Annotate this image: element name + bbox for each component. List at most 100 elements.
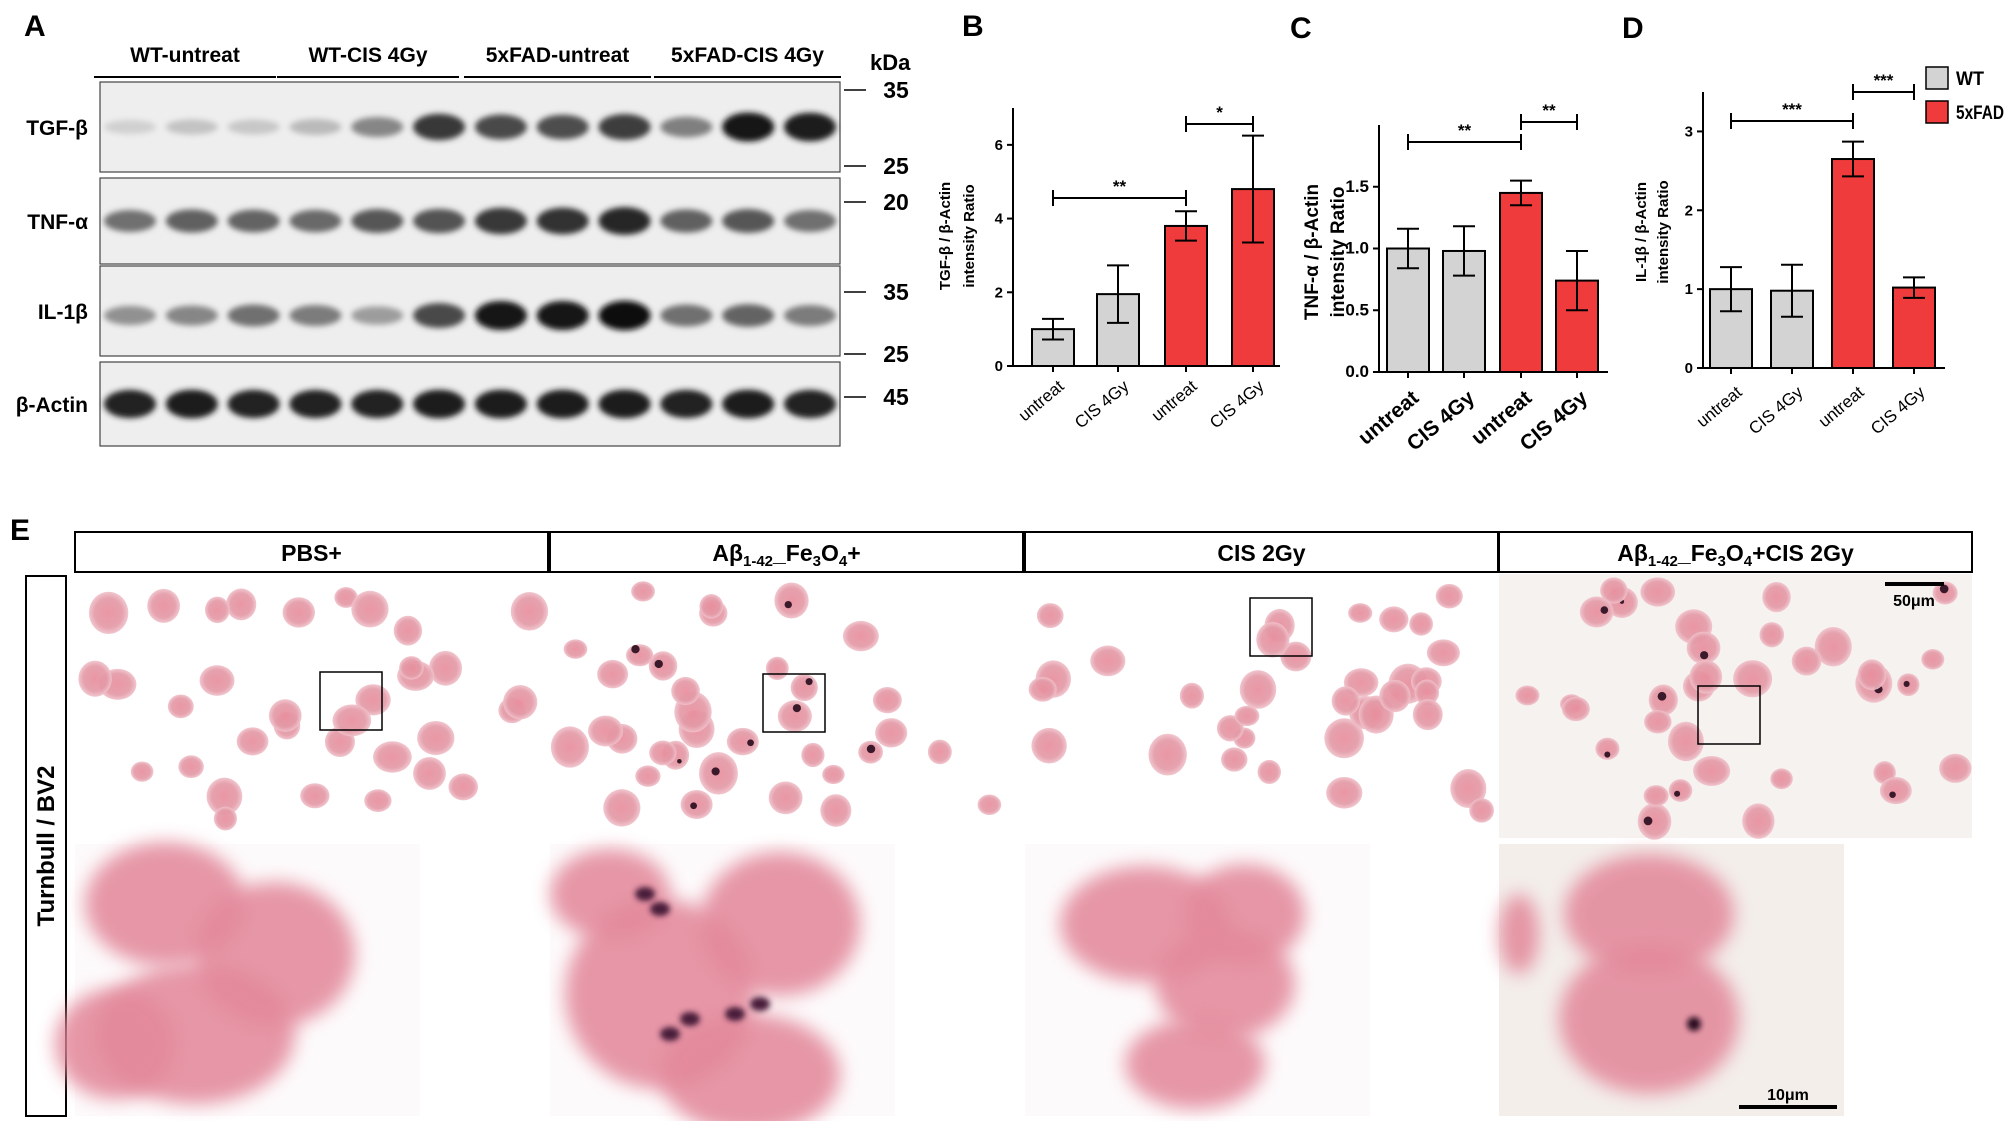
- y-tick-label: 6: [995, 137, 1003, 154]
- cell: [1331, 686, 1361, 716]
- cell: [550, 726, 589, 768]
- microscopy-title: Aβ1-42_Fe3O4+CIS 2Gy: [1617, 540, 1854, 570]
- cell: [334, 587, 358, 608]
- cell: [1879, 777, 1912, 805]
- blot-band: [598, 300, 651, 331]
- blot-row-label: β-Actin: [16, 394, 88, 417]
- iron-deposit: [747, 739, 754, 747]
- zoomed-cell: [660, 1014, 840, 1121]
- zoom-box: [1249, 597, 1313, 657]
- iron-deposit: [711, 767, 720, 776]
- cell: [768, 781, 803, 815]
- cell: [204, 596, 230, 624]
- x-tick-label: untreat: [1693, 382, 1746, 431]
- significance-label: ***: [1782, 100, 1802, 119]
- blot-band: [227, 389, 280, 419]
- blot-row-frame: [99, 177, 841, 265]
- cell: [1791, 646, 1822, 676]
- iron-deposit: [1600, 606, 1609, 614]
- iron-deposit: [866, 744, 876, 754]
- blot-group-label: WT-CIS 4Gy: [308, 44, 427, 67]
- blot-band: [413, 389, 466, 419]
- blot-band: [660, 304, 713, 327]
- cell: [1762, 581, 1791, 613]
- cell: [777, 700, 812, 733]
- y-tick-label: 0.5: [1345, 300, 1369, 319]
- cell: [875, 718, 908, 748]
- cell: [1179, 682, 1204, 709]
- cell: [1814, 627, 1852, 667]
- cell: [635, 765, 661, 787]
- y-tick-label: 4: [995, 211, 1004, 228]
- cell: [977, 794, 1002, 815]
- iron-deposit: [1674, 790, 1681, 797]
- blot-band: [598, 389, 651, 419]
- microscopy-column: Aβ1-42_Fe3O4+CIS 2Gy 50μm 10μm: [1498, 531, 1973, 1116]
- blot-band: [104, 210, 156, 232]
- cell: [1689, 660, 1723, 694]
- x-tick-label: untreat: [1015, 376, 1068, 425]
- iron-deposit: [631, 645, 640, 654]
- blot-band: [536, 114, 589, 140]
- microscopy-title: CIS 2Gy: [1217, 540, 1305, 566]
- scale-bar-top-label: 50μm: [1893, 593, 1935, 610]
- blot-band: [351, 209, 404, 233]
- blot-band: [165, 119, 218, 135]
- y-tick-label: 2: [995, 284, 1003, 301]
- microscopy-images: PBS+ Aβ1-42_Fe3O4+ CIS 2Gy Aβ1-42_Fe3O4+CIS…: [55, 531, 1973, 1121]
- blot-band: [598, 113, 651, 141]
- blot-marker-label: 35: [883, 279, 909, 305]
- cell: [1450, 769, 1487, 808]
- cell: [1667, 721, 1704, 762]
- cell: [332, 704, 372, 737]
- iron-deposit: [1889, 791, 1896, 798]
- cell: [130, 761, 154, 782]
- panel-letter-d: D: [1622, 12, 1644, 45]
- cell: [78, 660, 112, 697]
- blot-marker-label: 35: [883, 77, 909, 103]
- cell: [790, 673, 818, 702]
- significance-label: *: [1216, 103, 1223, 122]
- blot-band: [536, 207, 589, 235]
- x-tick-label: CIS 4Gy: [1867, 382, 1929, 438]
- cell: [147, 588, 181, 623]
- microscopy-column: PBS+: [55, 531, 549, 1116]
- cell: [373, 741, 412, 773]
- blot-band: [413, 208, 466, 234]
- cell: [1326, 776, 1363, 809]
- microscopy-title: PBS+: [281, 540, 342, 566]
- cell: [1256, 622, 1290, 658]
- blot-row-frame: [99, 361, 841, 447]
- cell: [625, 644, 654, 667]
- legend: WT 5xFAD: [1925, 66, 2004, 124]
- cell: [1644, 710, 1672, 734]
- cell: [774, 582, 809, 619]
- cell: [1221, 747, 1248, 772]
- blot-row-label: TNF-α: [27, 211, 88, 234]
- blot-band: [413, 303, 466, 328]
- panel-letter-b: B: [962, 10, 984, 43]
- iron-deposit: [677, 758, 682, 764]
- legend-swatch-5xfad: [1925, 100, 1949, 124]
- blot-band: [351, 306, 404, 325]
- cell: [648, 651, 678, 681]
- zoomed-cell: [700, 852, 860, 996]
- cell: [671, 676, 700, 706]
- x-tick-label: untreat: [1148, 376, 1201, 425]
- y-tick-label: 0: [995, 358, 1003, 375]
- cell: [842, 620, 879, 652]
- cell: [1257, 759, 1281, 784]
- zoomed-cell: [1185, 864, 1305, 964]
- zoomed-cell: [1559, 944, 1739, 1094]
- cell: [1090, 645, 1126, 677]
- blot-band: [784, 305, 836, 326]
- microscopy-title-box: [74, 531, 549, 573]
- legend-label-5xfad: 5xFAD: [1956, 103, 2004, 124]
- cell: [1921, 649, 1945, 670]
- cell: [236, 727, 269, 756]
- cell: [1668, 779, 1693, 802]
- cell: [268, 699, 302, 732]
